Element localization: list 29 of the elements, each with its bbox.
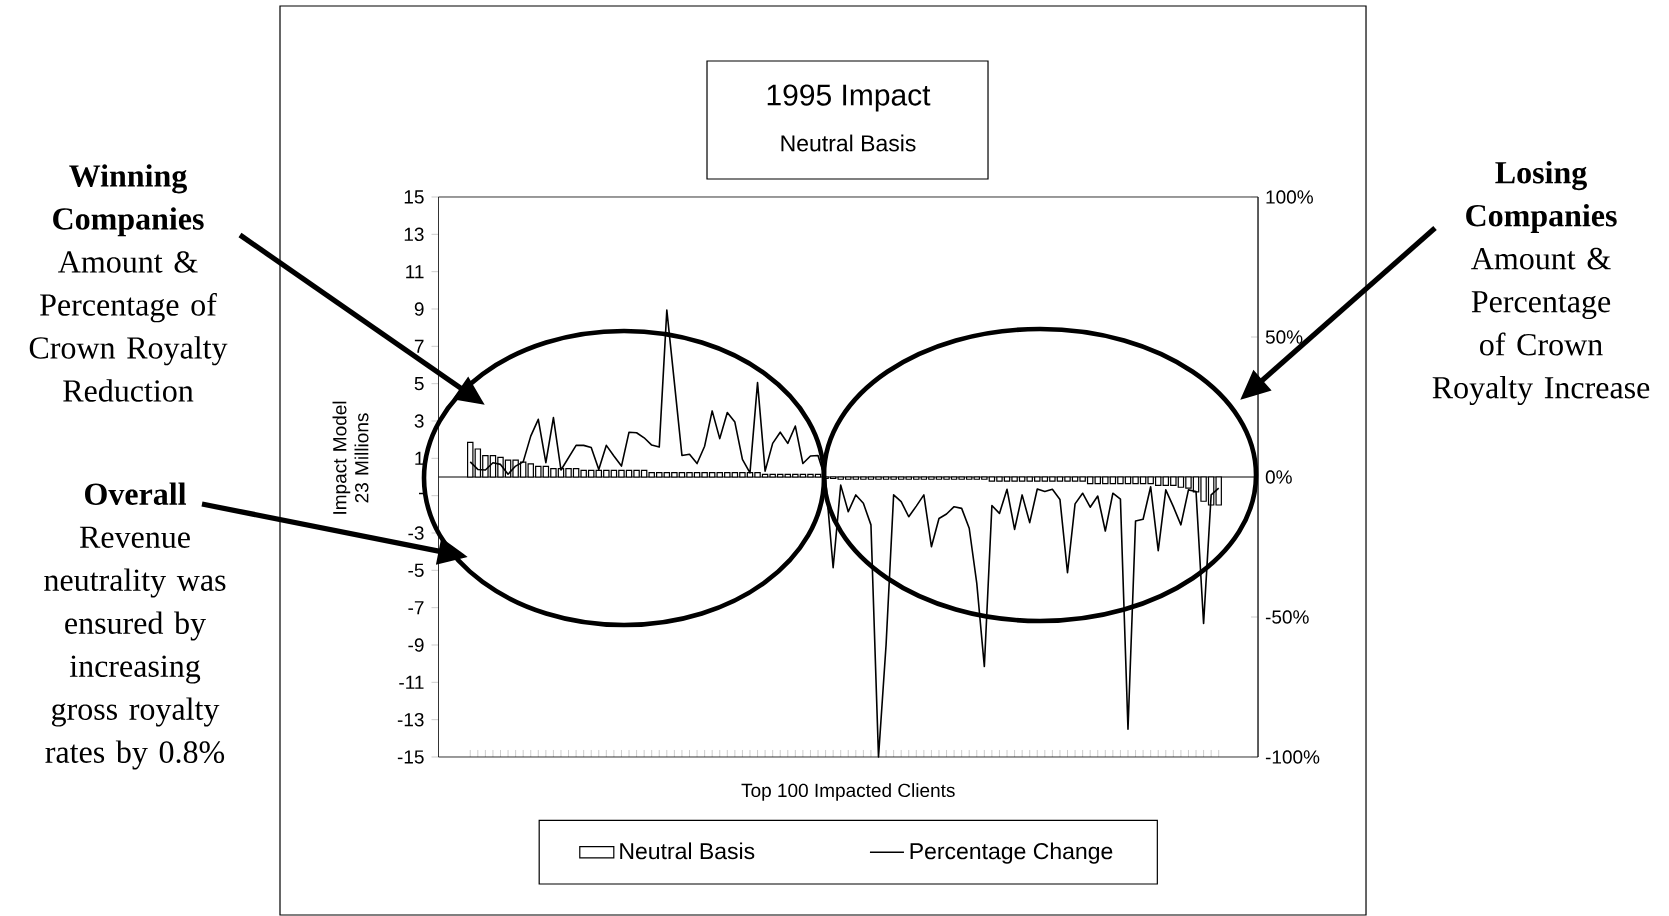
y2-tick-label: 0% (1265, 470, 1292, 484)
y-tick-label: -11 (399, 675, 424, 689)
y-tick-label: -3 (408, 526, 424, 540)
y-tick-label: 15 (404, 190, 424, 204)
y-tick-label: 11 (406, 265, 424, 279)
chart-title: 1995 Impact (767, 84, 931, 112)
y-tick-label: 13 (404, 227, 424, 242)
y-tick-label: -9 (408, 638, 424, 652)
y-tick-label: 9 (414, 302, 424, 316)
text: Losing Companies Amount & Percentage of Crown Royalty Increase (1432, 160, 1650, 406)
chart-subtitle: Neutral Basis (781, 134, 916, 152)
text: Overall Revenue neutrality was ensured by increasing gross royalty rates by 0.8% (44, 482, 226, 770)
y2-tick-label: 100% (1266, 190, 1313, 204)
y2-tick-label: 50% (1265, 330, 1303, 344)
legend-label: Percentage Change (910, 842, 1113, 864)
text: Winning Companies Amount & Percentage of Crown Royalty Reduction (29, 164, 228, 402)
y2-tick-label: -100% (1265, 750, 1320, 764)
y-tick-label: -5 (408, 563, 424, 577)
y-tick-label: -15 (397, 750, 424, 764)
x-axis-title: Top 100 Impacted Clients (741, 783, 955, 801)
y-tick-label: -13 (397, 712, 424, 727)
y2-tick-label: -50% (1265, 610, 1309, 624)
y-tick-label: 1 (415, 451, 424, 465)
y-tick-label: 7 (414, 339, 424, 353)
y-tick-label: 3 (414, 414, 424, 428)
y-axis-title: Impact Model 23 Millions (332, 401, 369, 514)
legend-label: Neutral Basis (620, 842, 755, 860)
y-tick-label: -7 (408, 601, 424, 615)
y-tick-label: 5 (414, 377, 424, 391)
